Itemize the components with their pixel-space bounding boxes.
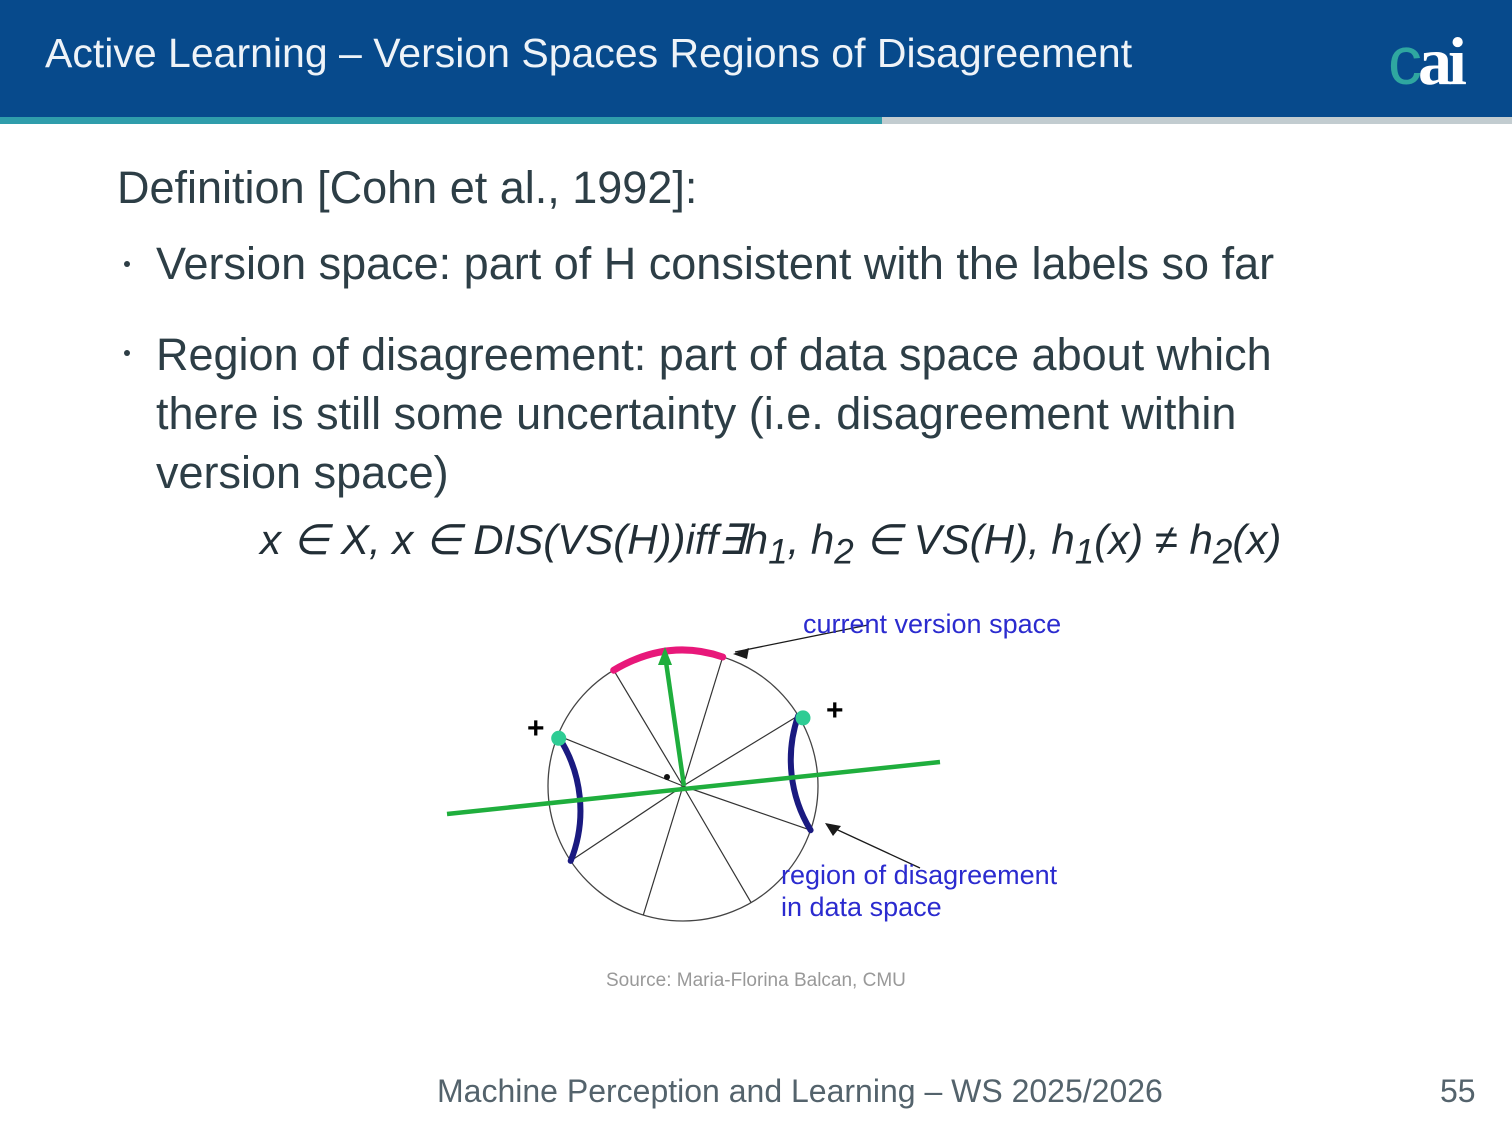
svg-text:in data space: in data space	[781, 892, 942, 922]
svg-text:+: +	[527, 712, 545, 745]
svg-text:+: +	[826, 694, 844, 727]
svg-text:region of disagreement: region of disagreement	[781, 860, 1058, 890]
svg-text:current version space: current version space	[803, 609, 1061, 639]
